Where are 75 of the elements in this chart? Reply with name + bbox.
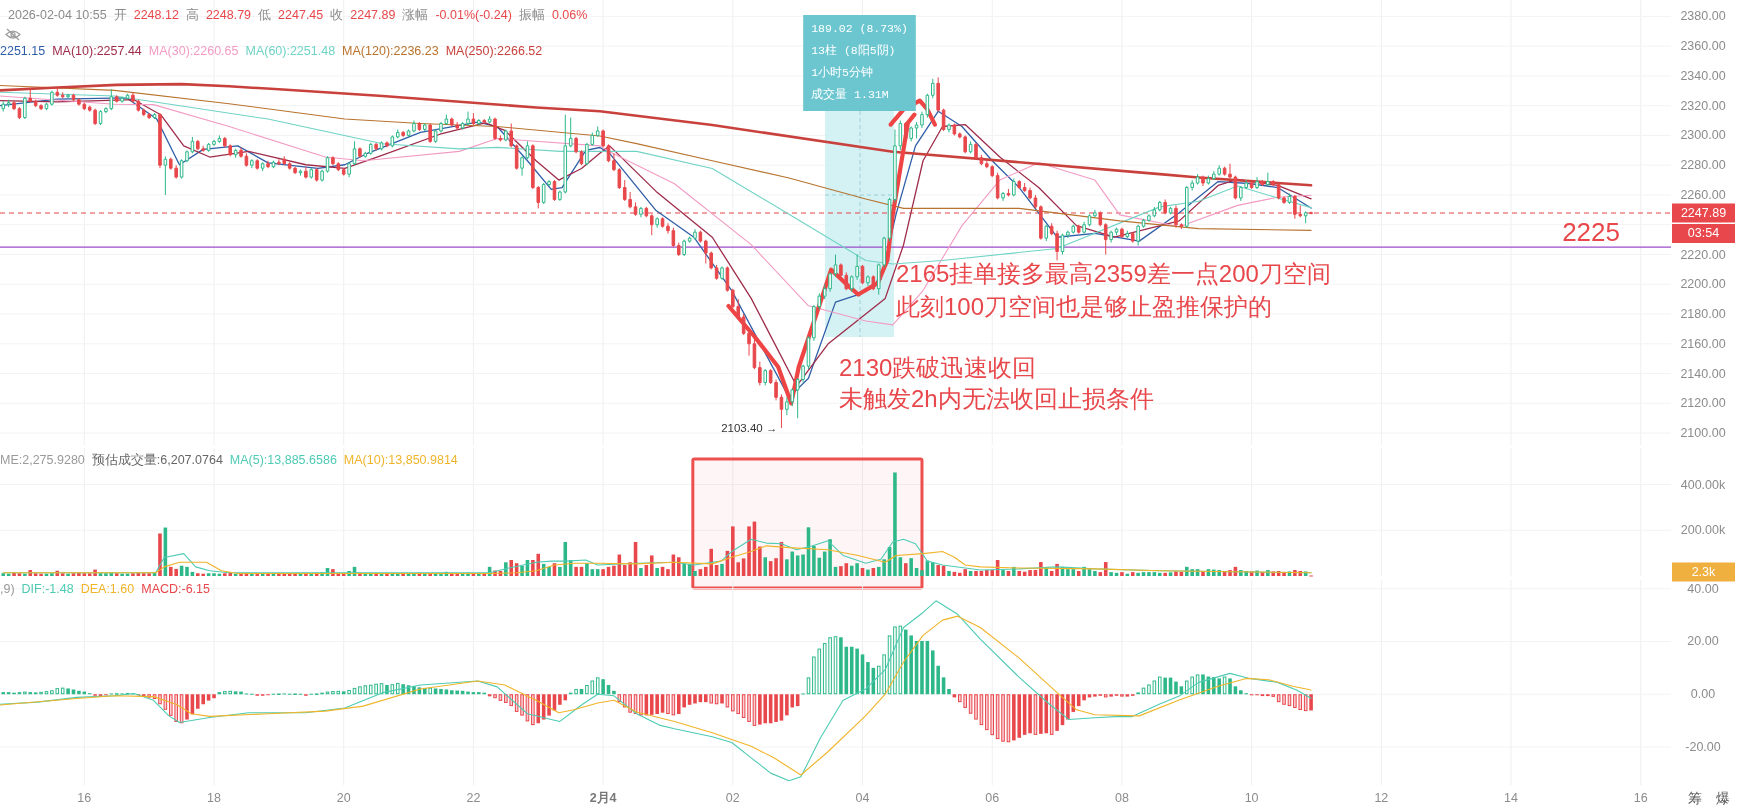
x-tick-label: 12 — [1374, 791, 1389, 805]
annotation: -0.01%(-0.24) — [435, 8, 512, 22]
x-tick-label: 14 — [1504, 791, 1519, 805]
y-tick-label: -20.00 — [1685, 740, 1721, 755]
annotation: ME:2,275.9280 — [0, 453, 85, 467]
annotation: 0.06% — [551, 8, 588, 22]
text: 2251.15 — [0, 44, 46, 58]
annotation: 此刻100刀空间也是够止盈推保护的 — [896, 292, 1273, 320]
annotation: 涨幅 — [402, 8, 429, 22]
x-tick-label: 02 — [725, 791, 740, 805]
annotation: 开 — [113, 8, 127, 22]
annotation: 2248.12 — [133, 8, 179, 22]
annotation: 收 — [330, 8, 344, 22]
y-tick-label: 200.00k — [1680, 523, 1726, 538]
x-tick-label: 08 — [1114, 791, 1129, 805]
y-tick-label: 400.00k — [1680, 477, 1726, 492]
annotation: 预估成交量:6,207.0764 — [91, 452, 223, 467]
text: 筹 — [1688, 790, 1702, 806]
y-tick-label: 40.00 — [1687, 581, 1719, 596]
annotation: 1小时5分钟 — [811, 65, 873, 79]
text: MA(10):13,850.9814 — [343, 453, 458, 467]
text: 2.3k — [1691, 565, 1717, 579]
annotation: 13柱 (8阳5阴) — [811, 43, 896, 57]
annotation: 2103.40 → — [721, 422, 778, 435]
text: MA(30):2260.65 — [148, 44, 239, 58]
y-tick-label: 2300.00 — [1680, 128, 1726, 143]
x-tick-label: 16 — [1633, 791, 1648, 805]
text: MA(250):2266.52 — [445, 44, 543, 58]
x-tick-label: 2月4 — [589, 791, 617, 805]
y-tick-label: 2160.00 — [1680, 336, 1726, 351]
annotation: 成交量 1.31M — [811, 86, 889, 101]
annotation: 2165挂单接多最高2359差一点200刀空间 — [896, 260, 1331, 288]
y-tick-label: 2360.00 — [1680, 39, 1726, 54]
text: 爆 — [1716, 790, 1730, 806]
x-tick-label: 10 — [1244, 791, 1259, 805]
text: DIF:-1.48 — [21, 581, 74, 596]
annotation: 高 — [185, 7, 199, 22]
x-tick-label: 06 — [985, 791, 1000, 805]
ref-line-label: 2247.89 — [1680, 205, 1727, 220]
y-tick-label: 0.00 — [1690, 687, 1716, 702]
y-tick-label: 2200.00 — [1680, 277, 1726, 292]
y-tick-label: 2120.00 — [1680, 396, 1726, 411]
y-tick-label: 2380.00 — [1680, 9, 1726, 24]
text: MA(60):2251.48 — [245, 44, 336, 58]
annotation: 189.02 (8.73%) — [811, 21, 908, 35]
text: 03:54 — [1687, 226, 1720, 241]
text: MA(120):2236.23 — [342, 44, 439, 58]
y-tick-label: 2100.00 — [1680, 426, 1726, 441]
y-tick-label: 2260.00 — [1680, 187, 1726, 202]
text: MA(5):13,885.6586 — [229, 453, 337, 467]
x-tick-label: 22 — [466, 791, 481, 805]
annotation: 低 — [258, 8, 272, 22]
text: MACD:-6.15 — [141, 581, 211, 596]
y-tick-label: 2320.00 — [1680, 98, 1726, 113]
y-tick-label: 2220.00 — [1680, 247, 1726, 262]
x-tick-label: 04 — [855, 791, 870, 805]
y-tick-label: 2340.00 — [1680, 68, 1726, 83]
y-tick-label: 2280.00 — [1680, 158, 1726, 173]
annotation: 振幅 — [518, 8, 545, 22]
text: DEA:1.60 — [80, 581, 135, 596]
annotation: 未触发2h内无法收回止损条件 — [839, 384, 1154, 412]
ref-line-label: 2225 — [1562, 217, 1620, 248]
text: MA(10):2257.44 — [52, 44, 142, 58]
x-tick-label: 18 — [207, 791, 222, 805]
x-tick-label: 20 — [336, 791, 351, 805]
x-tick-label: 16 — [77, 791, 92, 805]
annotation: 2247.45 — [278, 8, 324, 22]
annotation: ,9) — [0, 581, 15, 596]
annotation: 2248.79 — [205, 8, 252, 22]
annotation: 2247.89 — [350, 8, 396, 22]
annotation: 2026-02-04 10:55 — [8, 8, 107, 22]
annotation: 2130跌破迅速收回 — [839, 353, 1037, 381]
y-tick-label: 2140.00 — [1680, 366, 1726, 381]
y-tick-label: 20.00 — [1687, 634, 1719, 649]
y-tick-label: 2180.00 — [1680, 307, 1726, 322]
